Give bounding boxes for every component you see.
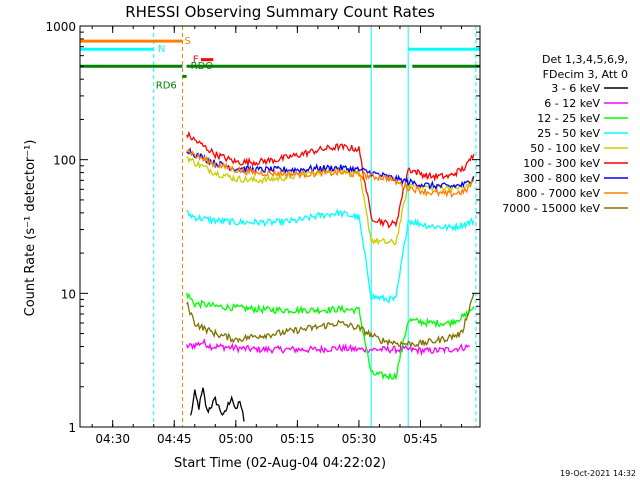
legend-label-6: 300 - 800 keV xyxy=(523,172,600,185)
legend-label-7: 800 - 7000 keV xyxy=(516,187,600,200)
y-tick-label-1: 10 xyxy=(61,287,76,301)
series-line-0 xyxy=(190,387,245,422)
legend-label-3: 25 - 50 keV xyxy=(537,127,600,140)
x-tick-label-3: 05:15 xyxy=(280,432,315,446)
data-series xyxy=(185,130,475,422)
y-axis-label: Count Rate (s⁻¹ detector⁻¹) xyxy=(23,140,38,317)
x-tick-label-2: 05:00 xyxy=(219,432,254,446)
legend-header-0: Det 1,3,4,5,6,9, xyxy=(542,53,628,66)
series-line-3 xyxy=(186,208,475,305)
series-line-1 xyxy=(185,338,471,357)
legend-label-0: 3 - 6 keV xyxy=(551,82,600,95)
legend-label-5: 100 - 300 keV xyxy=(523,157,600,170)
plot-frame xyxy=(79,25,481,428)
footer-timestamp: 19-Oct-2021 14:32 xyxy=(560,469,636,478)
x-tick-label-4: 05:30 xyxy=(342,432,377,446)
legend-header-1: FDecim 3, Att 0 xyxy=(543,68,628,81)
series-line-7 xyxy=(186,148,475,198)
y-tick-label-3: 1000 xyxy=(45,20,76,34)
series-line-5 xyxy=(186,130,475,229)
x-axis-label: Start Time (02-Aug-04 04:22:02) xyxy=(174,456,386,471)
chart-title: RHESSI Observing Summary Count Rates xyxy=(125,3,435,21)
legend-label-8: 7000 - 15000 keV xyxy=(502,202,600,215)
series-line-8 xyxy=(186,293,475,349)
flag-label-s: S xyxy=(185,36,191,47)
y-tick-label-0: 1 xyxy=(68,421,76,435)
flag-label-f: F xyxy=(193,55,199,66)
flag-label-n: N xyxy=(158,44,165,55)
x-tick-label-1: 04:45 xyxy=(157,432,192,446)
x-tick-label-0: 04:30 xyxy=(95,432,130,446)
y-tick-label-2: 100 xyxy=(53,154,76,168)
legend: Det 1,3,4,5,6,9, FDecim 3, Att 03 - 6 keV… xyxy=(502,53,628,215)
legend-label-1: 6 - 12 keV xyxy=(544,97,600,110)
flag-label-rd6: RD6 xyxy=(156,80,177,91)
series-line-2 xyxy=(185,292,475,381)
x-tick-label-5: 05:45 xyxy=(403,432,438,446)
legend-label-4: 50 - 100 keV xyxy=(530,142,600,155)
axes: 04:30 04:45 05:00 05:15 05:30 05:45 1 10 100 1000 xyxy=(45,20,480,446)
flag-label-rdo: RDO xyxy=(191,61,214,72)
legend-label-2: 12 - 25 keV xyxy=(537,112,600,125)
